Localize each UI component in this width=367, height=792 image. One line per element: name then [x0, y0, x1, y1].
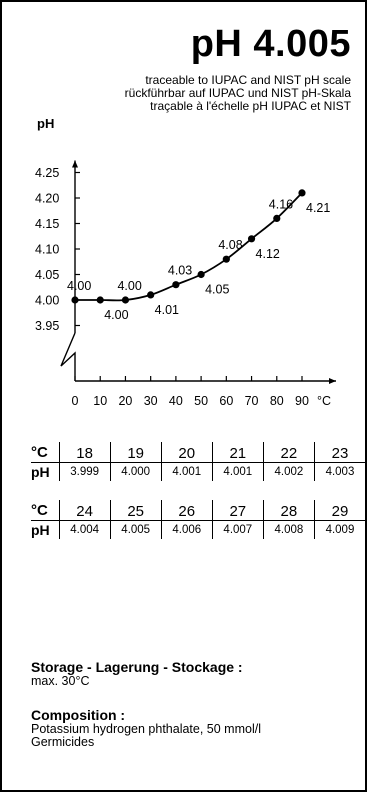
data-label: 4.12 — [256, 247, 280, 261]
temp-cell: 18 — [59, 442, 111, 463]
ph-cell: 4.002 — [262, 462, 315, 481]
ph-cell: 4.005 — [109, 520, 162, 539]
temperature-table-1: °C 18 19 20 21 22 23 pH 3.999 4.000 4.00… — [31, 442, 365, 481]
traceability-line-en: traceable to IUPAC and NIST pH scale — [145, 73, 351, 87]
ph-row-label: pH — [31, 462, 60, 481]
data-point — [222, 255, 230, 263]
storage-text: max. 30°C — [31, 674, 90, 688]
data-label: 4.00 — [104, 308, 128, 322]
x-tick-label: 0 — [72, 394, 79, 408]
page-title: pH 4.005 — [190, 23, 351, 65]
temp-cell: 25 — [109, 500, 162, 521]
y-tick-label: 4.20 — [35, 192, 59, 206]
temp-cell: 21 — [211, 442, 264, 463]
data-points — [71, 189, 306, 304]
temp-cell: 27 — [211, 500, 264, 521]
data-label: 4.01 — [155, 303, 179, 317]
composition-heading: Composition : — [31, 707, 126, 723]
data-label: 4.03 — [168, 264, 192, 278]
temp-row-label: °C — [31, 442, 60, 463]
data-point — [71, 296, 79, 304]
axis-break-mark — [60, 332, 76, 381]
traceability-line-de: rückführbar auf IUPAC und NIST pH-Skala — [124, 86, 351, 100]
data-label: 4.08 — [218, 238, 242, 252]
temp-cell: 28 — [262, 500, 315, 521]
x-axis-label: °C — [317, 394, 331, 408]
ph-cell: 4.008 — [262, 520, 315, 539]
x-axis-ticks: 0 10 20 30 40 50 60 70 80 90 — [72, 376, 309, 408]
y-tick-label: 4.15 — [35, 217, 59, 231]
data-label: 4.00 — [67, 279, 91, 293]
y-tick-label: 4.00 — [35, 294, 59, 308]
chart-axes — [60, 160, 336, 384]
x-axis-arrow — [329, 378, 336, 384]
y-tick-label: 3.95 — [35, 319, 59, 333]
x-tick-label: 30 — [144, 394, 158, 408]
y-tick-label: 4.25 — [35, 166, 59, 180]
x-tick-label: 90 — [295, 394, 309, 408]
ph-cell: 3.999 — [70, 466, 100, 478]
x-tick-label: 80 — [270, 394, 284, 408]
temp-cell: 29 — [313, 500, 365, 521]
data-point — [197, 270, 205, 279]
x-tick-label: 20 — [118, 394, 132, 408]
temp-cell: 23 — [313, 442, 365, 463]
ph-temperature-chart: 3.95 4.00 4.05 4.10 4.15 4.20 4.25 0 10 20 30 40 50… — [35, 116, 336, 408]
ph-cell: 4.001 — [211, 462, 264, 481]
data-point — [273, 214, 281, 222]
y-axis-label: pH — [37, 116, 54, 131]
composition-line: Germicides — [31, 735, 95, 749]
temp-cell: 26 — [160, 500, 213, 521]
temp-cell: 22 — [262, 442, 315, 463]
x-tick-label: 50 — [194, 394, 208, 408]
data-point — [247, 235, 256, 243]
ph-row-label: pH — [31, 520, 60, 539]
ph-cell: 4.007 — [211, 520, 264, 539]
data-label: 4.00 — [117, 279, 141, 293]
temp-cell: 19 — [109, 442, 162, 463]
y-tick-label: 4.05 — [35, 268, 59, 282]
ph-cell: 4.009 — [313, 520, 365, 539]
x-tick-label: 10 — [93, 394, 107, 408]
y-tick-label: 4.10 — [35, 243, 59, 257]
data-point — [172, 281, 180, 289]
data-label: 4.21 — [306, 201, 330, 215]
temp-cell: 24 — [59, 500, 111, 521]
temp-cell: 20 — [160, 442, 213, 463]
ph-cell: 4.000 — [109, 462, 162, 481]
data-point — [147, 291, 155, 299]
data-labels: 4.00 4.00 4.00 4.01 4.03 4.05 4.08 4.12 4.16 4.21 — [67, 197, 330, 322]
composition-line: Potassium hydrogen phthalate, 50 mmol/l — [31, 722, 261, 736]
x-tick-label: 60 — [219, 394, 233, 408]
ph-cell: 4.004 — [70, 524, 100, 536]
data-label: 4.05 — [205, 283, 229, 297]
data-point — [298, 189, 306, 197]
composition-section: Composition : Potassium hydrogen phthala… — [31, 708, 261, 749]
ph-cell: 4.006 — [160, 520, 213, 539]
storage-heading: Storage - Lagerung - Stockage : — [31, 659, 243, 675]
ph-cell: 4.001 — [160, 462, 213, 481]
traceability-line-fr: traçable à l'échelle pH IUPAC et NIST — [150, 99, 351, 113]
storage-section: Storage - Lagerung - Stockage : max. 30°… — [31, 660, 243, 688]
x-tick-label: 70 — [245, 394, 259, 408]
y-axis-ticks: 3.95 4.00 4.05 4.10 4.15 4.20 4.25 — [35, 166, 80, 333]
traceability-note: traceable to IUPAC and NIST pH scale rüc… — [125, 74, 351, 113]
x-tick-label: 40 — [169, 394, 183, 408]
ph-cell: 4.003 — [313, 462, 365, 481]
data-point — [96, 296, 104, 304]
data-point — [121, 296, 130, 304]
ph-curve — [74, 192, 303, 302]
data-label: 4.16 — [269, 197, 293, 211]
temperature-table-2: °C 24 25 26 27 28 29 pH 4.004 4.005 4.00… — [31, 500, 365, 539]
temp-row-label: °C — [31, 500, 60, 521]
y-axis-arrow — [72, 160, 78, 168]
